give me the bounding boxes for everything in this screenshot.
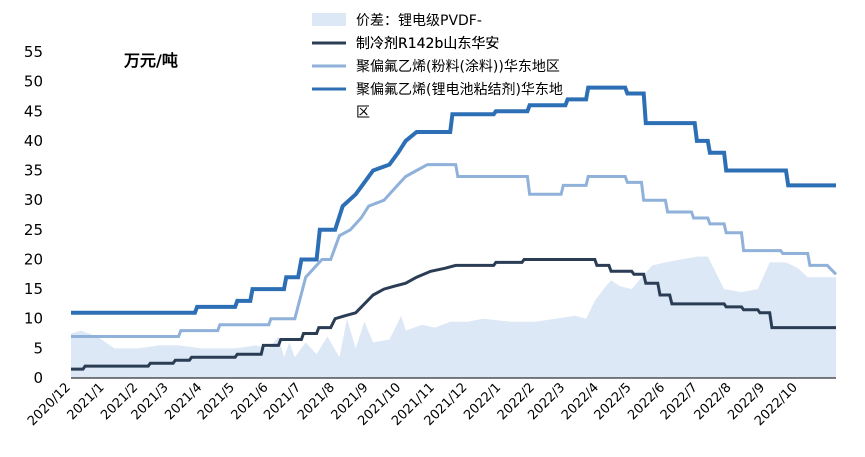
y-tick-label: 20 (24, 250, 43, 268)
x-tick-label: 2020/12 (25, 380, 74, 429)
series-layer (71, 85, 838, 378)
y-tick-label: 15 (24, 280, 43, 298)
y-tick-label: 10 (24, 310, 43, 328)
legend-label: 价差：锂电级PVDF- (356, 13, 482, 29)
legend-label: 聚偏氟乙烯(锂电池粘结剂)华东地 (356, 82, 563, 98)
y-tick-label: 35 (24, 162, 43, 180)
y-tick-label: 30 (24, 191, 43, 209)
series-line-3 (71, 258, 836, 371)
unit-label: 万元/吨 (123, 51, 178, 70)
y-tick-label: 0 (33, 369, 43, 387)
legend-label-continued: 区 (356, 105, 370, 121)
legend-label: 制冷剂R142b山东华安 (356, 36, 499, 52)
series-line-2 (71, 85, 836, 315)
x-axis-ticks: 2020/122021/12021/22021/32021/42021/5202… (25, 380, 801, 429)
plot-area: 0 5 10 15 20 25 30 35 40 45 50 55 2020/122021/12021… (24, 43, 838, 429)
legend: 价差：锂电级PVDF-制冷剂R142b山东华安制冷剂R142b山东华安聚偏氟乙烯… (312, 13, 563, 121)
y-tick-label: 45 (24, 102, 43, 120)
y-tick-label: 5 (33, 339, 43, 357)
y-tick-label: 25 (24, 221, 43, 239)
y-tick-label: 50 (24, 73, 43, 91)
y-tick-label: 55 (24, 43, 43, 61)
series-line-1 (71, 163, 838, 338)
y-tick-label: 40 (24, 132, 43, 150)
y-axis-ticks: 0 5 10 15 20 25 30 35 40 45 50 55 (24, 43, 43, 387)
legend-label-continued: 制冷剂R142b山东华安 (356, 36, 499, 52)
legend-label: 聚偏氟乙烯(粉料(涂料))华东地区 (356, 59, 560, 75)
legend-swatch-area (312, 13, 346, 26)
